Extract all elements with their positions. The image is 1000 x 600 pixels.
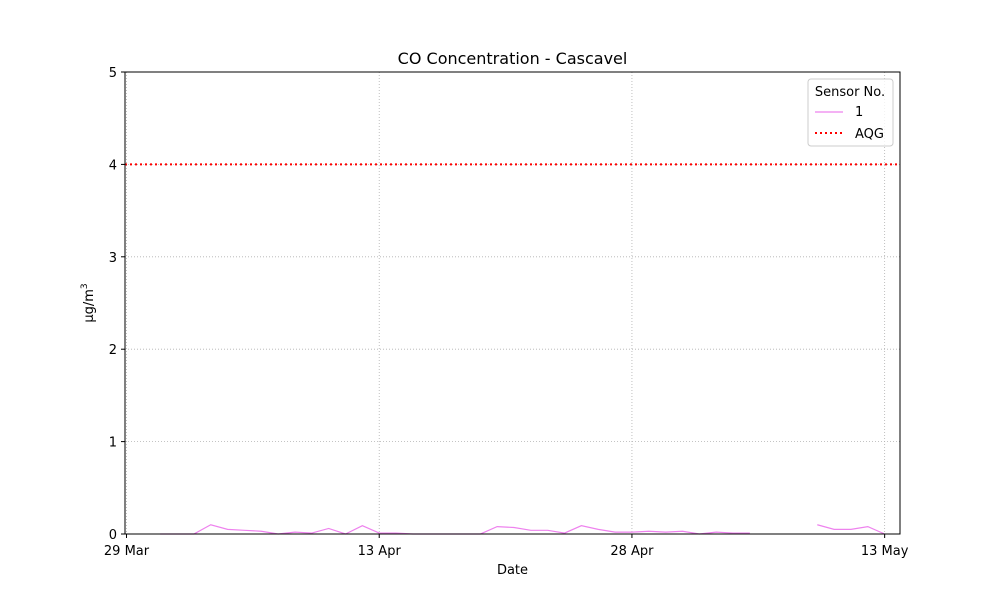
sensor-1-line-segment bbox=[817, 524, 885, 535]
legend-label-sensor-1: 1 bbox=[855, 105, 863, 120]
x-tick-label: 29 Mar bbox=[104, 544, 150, 559]
x-axis-label: Date bbox=[497, 563, 528, 578]
y-axis: 0 1 2 3 4 5 bbox=[109, 66, 125, 543]
y-axis-label-superscript: 3 bbox=[80, 283, 90, 289]
legend-label-aqg: AQG bbox=[855, 127, 884, 142]
y-tick-label: 2 bbox=[109, 343, 117, 358]
x-tick-label: 28 Apr bbox=[610, 544, 654, 559]
x-axis: 29 Mar 13 Apr 28 Apr 13 May bbox=[104, 534, 909, 559]
legend-title: Sensor No. bbox=[815, 85, 885, 100]
y-axis-label-text: μg/m bbox=[82, 289, 97, 323]
y-tick-label: 0 bbox=[109, 528, 117, 543]
chart-title: CO Concentration - Cascavel bbox=[398, 49, 628, 68]
y-tick-label: 4 bbox=[109, 158, 117, 173]
y-axis-label: μg/m3 bbox=[80, 283, 97, 322]
y-tick-label: 1 bbox=[109, 436, 117, 451]
x-tick-label: 13 May bbox=[861, 544, 909, 559]
y-tick-label: 3 bbox=[109, 251, 117, 266]
legend: Sensor No. 1 AQG bbox=[807, 78, 894, 147]
y-tick-label: 5 bbox=[109, 66, 117, 81]
legend-box bbox=[807, 78, 894, 147]
gridlines bbox=[125, 71, 900, 535]
x-tick-label: 13 Apr bbox=[358, 544, 402, 559]
plot-frame bbox=[124, 71, 901, 535]
sensor-1-line-segment bbox=[160, 524, 750, 535]
